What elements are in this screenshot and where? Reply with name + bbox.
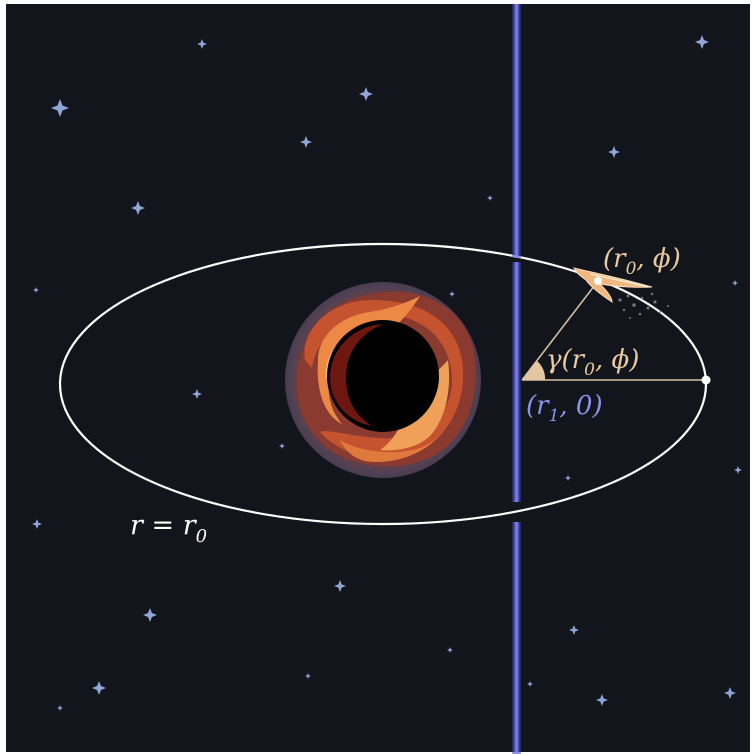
sparkle-star-icon xyxy=(305,673,311,679)
sparkle-star-icon xyxy=(334,580,346,592)
sparkle-star-icon xyxy=(192,389,202,399)
orbit-label: r = r0 xyxy=(130,510,207,547)
radius-line xyxy=(521,280,599,381)
event-horizon-shadow xyxy=(327,320,439,432)
sparkle-star-icon xyxy=(33,287,39,293)
probe-position-dot xyxy=(594,277,602,285)
sparkle-star-icon xyxy=(565,475,571,481)
gamma-angle-label: γ(r0, ϕ) xyxy=(546,345,639,380)
sparkle-star-icon xyxy=(449,291,455,297)
angle-construction xyxy=(521,280,711,385)
sparkle-star-icon xyxy=(197,39,207,49)
sparkle-star-icon xyxy=(732,280,738,286)
orbit-point-right xyxy=(701,375,711,385)
sparkle-star-icon xyxy=(92,681,106,695)
sparkle-star-icon xyxy=(57,705,63,711)
angle-wedge xyxy=(522,361,546,380)
sparkle-star-icon xyxy=(32,519,42,529)
black-hole-icon xyxy=(285,282,481,478)
sparkle-star-icon xyxy=(487,195,493,201)
probe-coordinate-label: (r0, ϕ) xyxy=(603,244,681,279)
sparkle-star-icon xyxy=(359,87,373,101)
sparkle-star-icon xyxy=(569,625,579,635)
sparkle-star-icon xyxy=(447,647,453,653)
beam-origin-label: (r1, 0) xyxy=(526,391,603,426)
sparkle-star-icon xyxy=(279,443,285,449)
sparkle-star-icon xyxy=(131,201,145,215)
star-field xyxy=(32,35,742,711)
sparkle-star-icon xyxy=(724,687,736,699)
sparkle-star-icon xyxy=(527,681,533,687)
sparkle-star-icon xyxy=(695,35,709,49)
spacecraft-icon xyxy=(573,267,669,319)
sparkle-star-icon xyxy=(143,608,157,622)
sparkle-star-icon xyxy=(734,466,742,474)
sparkle-star-icon xyxy=(596,694,608,706)
sparkle-star-icon xyxy=(300,136,312,148)
sparkle-star-icon xyxy=(51,99,69,117)
vertical-beam xyxy=(512,4,521,754)
sparkle-star-icon xyxy=(608,146,620,158)
